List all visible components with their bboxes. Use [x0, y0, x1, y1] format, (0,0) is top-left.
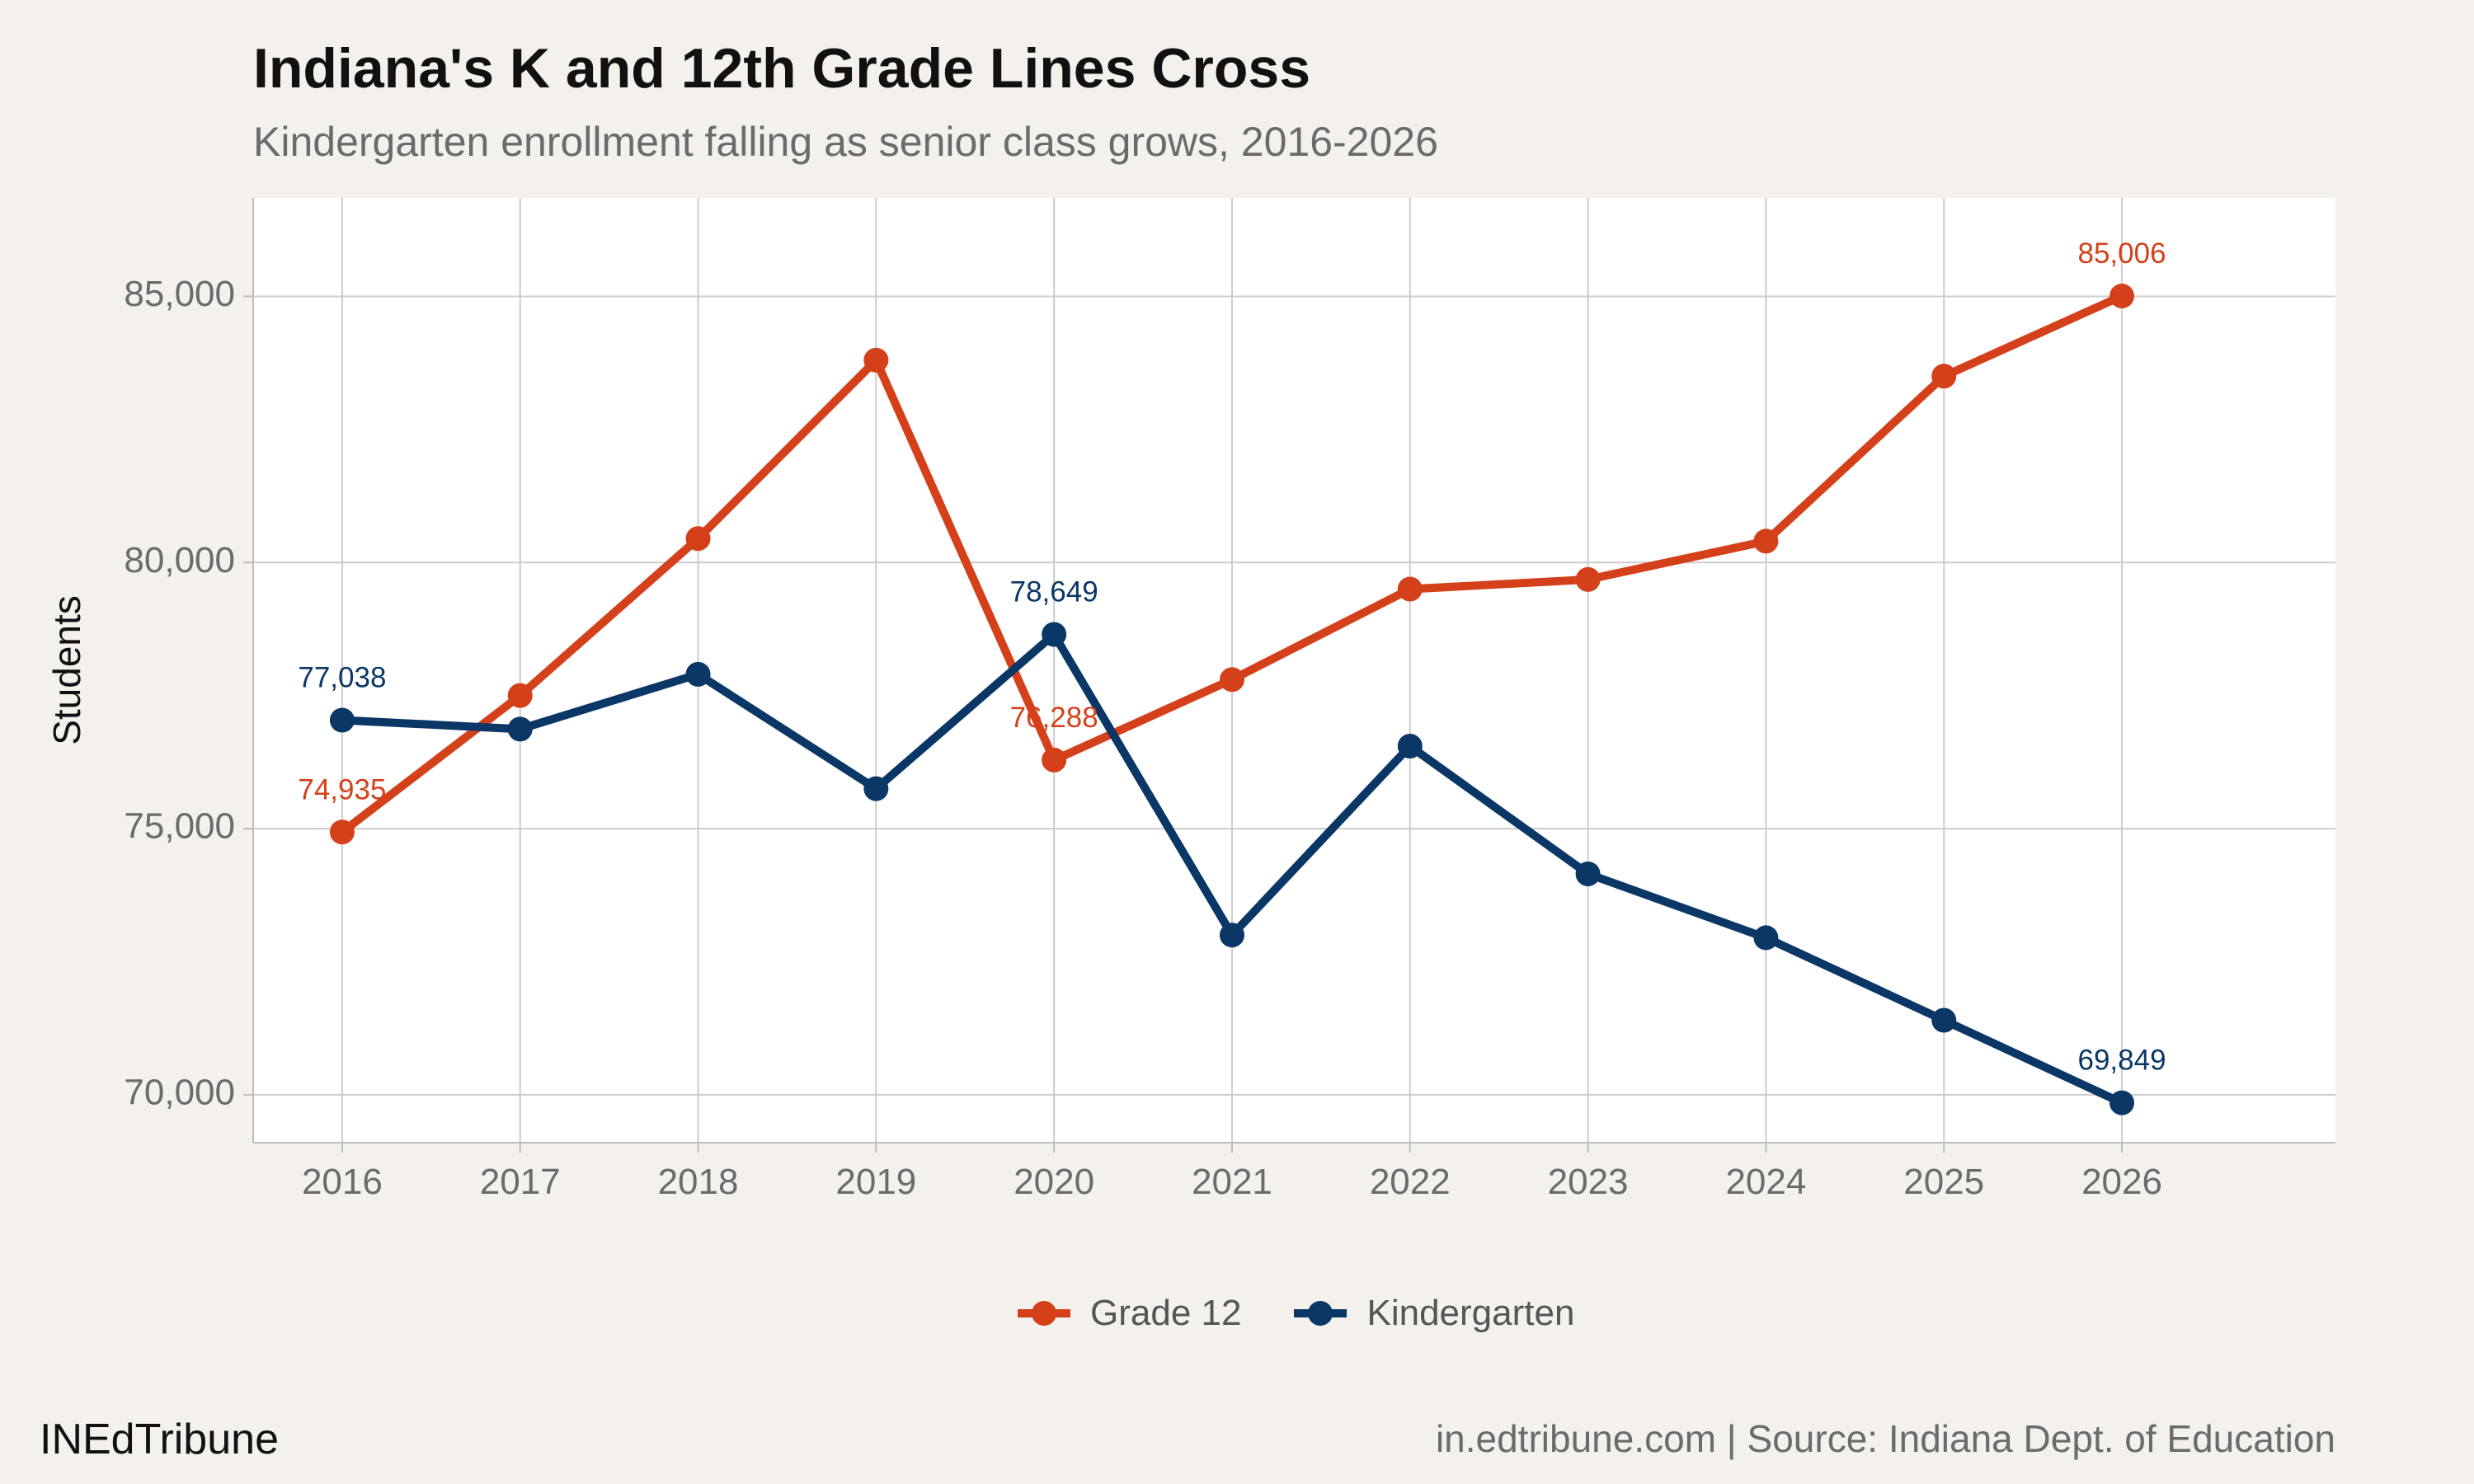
x-tick-label: 2018: [658, 1162, 739, 1202]
x-tick-label: 2025: [1903, 1162, 1984, 1202]
legend-item-kindergarten: Kindergarten: [1291, 1293, 1574, 1334]
y-tick-label: 75,000: [124, 806, 235, 847]
kindergarten-point: [2109, 1090, 2135, 1115]
kindergarten-value-label: 77,038: [298, 661, 386, 693]
legend-key-kindergarten: [1294, 1301, 1348, 1326]
chart-subtitle: Kindergarten enrollment falling as senio…: [253, 119, 1438, 165]
legend: Grade 12 Kindergarten: [1014, 1293, 1574, 1334]
series-grade-12: [329, 284, 2135, 845]
x-tick-label: 2024: [1725, 1162, 1806, 1202]
kindergarten-point: [863, 776, 889, 801]
data-labels: 74,935 76,288 85,006 77,038 78,649 69,849: [298, 237, 2166, 1077]
grade-12-value-label: 85,006: [2077, 237, 2166, 270]
kindergarten-point: [329, 707, 355, 733]
legend-key-marker: [1032, 1301, 1056, 1326]
grade-12-point: [507, 683, 533, 708]
y-tick-labels: 70,000 75,000 80,000 85,000: [124, 274, 253, 1113]
x-tick-label: 2023: [1548, 1162, 1629, 1202]
kindergarten-point: [1219, 923, 1244, 948]
y-axis-title: Students: [45, 595, 88, 745]
grade-12-point: [1575, 566, 1601, 592]
kindergarten-point: [1397, 734, 1423, 759]
grade-12-point: [329, 819, 355, 845]
x-tick-label: 2017: [480, 1162, 561, 1202]
legend-label-kindergarten: Kindergarten: [1366, 1293, 1575, 1333]
kindergarten-point: [1042, 622, 1067, 647]
x-tick-label: 2021: [1192, 1162, 1272, 1202]
grade-12-point: [1931, 364, 1957, 389]
axes: [252, 198, 2335, 1144]
brand-name: INEdTribune: [40, 1416, 279, 1463]
grade-12-point: [1753, 528, 1779, 554]
kindergarten-point: [685, 661, 711, 687]
x-tick-label: 2020: [1014, 1162, 1094, 1202]
series-kindergarten: [329, 622, 2135, 1115]
grade-12-point: [2109, 284, 2135, 309]
grade-12-point: [1042, 747, 1067, 773]
kindergarten-value-label: 78,649: [1010, 575, 1098, 608]
kindergarten-point: [1931, 1007, 1957, 1033]
x-tick-label: 2022: [1370, 1162, 1451, 1202]
series-lines: [329, 284, 2135, 1115]
grade-12-point: [1397, 576, 1423, 602]
y-tick-label: 70,000: [124, 1073, 235, 1113]
legend-label-grade-12: Grade 12: [1090, 1293, 1242, 1333]
chart-title: Indiana's K and 12th Grade Lines Cross: [253, 37, 1311, 100]
grade-12-point: [863, 347, 889, 373]
legend-key-grade-12: [1018, 1301, 1070, 1326]
grid-lines: [253, 198, 2335, 1143]
kindergarten-value-label: 69,849: [2077, 1045, 2166, 1077]
grade-12-point: [1219, 667, 1244, 693]
legend-key-marker: [1308, 1301, 1333, 1326]
x-tick-label: 2016: [302, 1162, 383, 1202]
legend-item-grade-12: Grade 12: [1014, 1293, 1241, 1334]
x-tick-label: 2019: [835, 1162, 916, 1202]
grade-12-value-label: 74,935: [298, 773, 386, 805]
grade-12-value-label: 76,288: [1010, 702, 1098, 734]
y-tick-label: 80,000: [124, 540, 235, 580]
kindergarten-point: [1753, 925, 1779, 951]
source-note: in.edtribune.com | Source: Indiana Dept.…: [1435, 1417, 2335, 1460]
y-tick-label: 85,000: [124, 274, 235, 314]
grade-12-point: [685, 526, 711, 552]
kindergarten-point: [1575, 861, 1601, 886]
x-tick-label: 2026: [2081, 1162, 2162, 1202]
kindergarten-point: [507, 716, 533, 742]
x-tick-labels: 2016 2017 2018 2019 2020 2021 2022 2023 2024 2025…: [302, 1143, 2162, 1202]
